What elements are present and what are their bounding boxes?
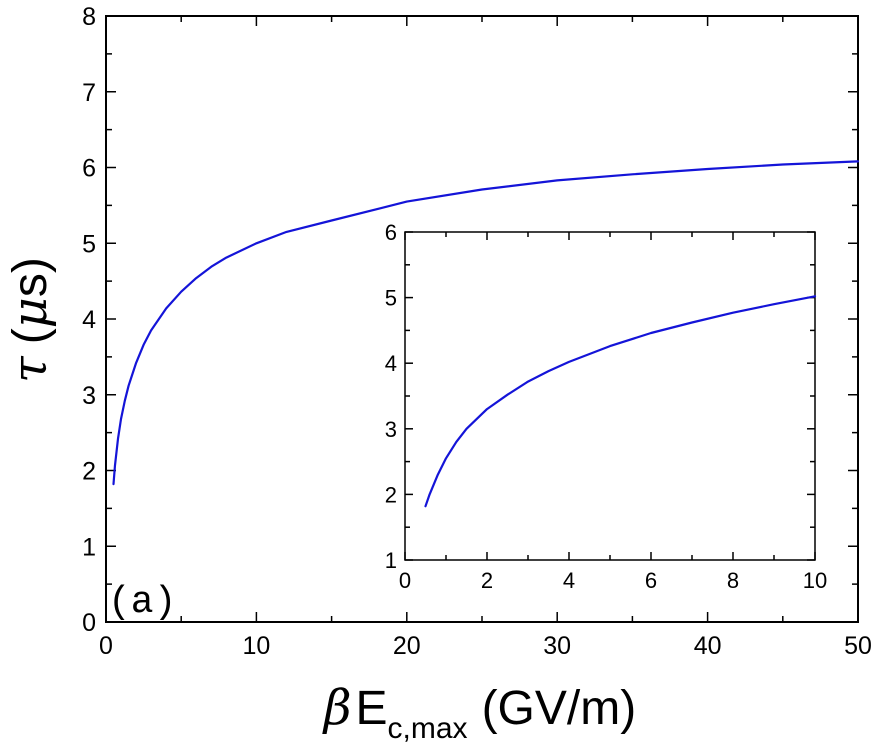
main-series-line <box>112 160 860 486</box>
inset-y-tick-label: 5 <box>385 286 397 311</box>
inset-x-tick-label: 10 <box>803 568 827 593</box>
x-axis-title-symbol: β <box>322 680 352 736</box>
inset-series-line <box>424 295 817 508</box>
panel-label: (a) <box>108 581 176 624</box>
inset-y-tick-label: 3 <box>385 417 397 442</box>
main-y-tick-label: 2 <box>82 458 96 486</box>
main-y-tick-label: 5 <box>82 230 96 258</box>
main-y-tick-label: 4 <box>82 306 96 334</box>
main-y-tick-label: 1 <box>82 533 96 561</box>
inset-x-tick-label: 6 <box>645 568 657 593</box>
inset-x-tick-label: 0 <box>399 568 411 593</box>
main-x-tick-label: 0 <box>99 632 113 660</box>
x-axis-title-subscript: c,max <box>388 712 468 745</box>
inset-x-tick-label: 8 <box>727 568 739 593</box>
main-x-tick-label: 20 <box>393 632 421 660</box>
main-y-tick-label: 3 <box>82 382 96 410</box>
main-x-tick-label: 10 <box>242 632 270 660</box>
main-y-tick-label: 8 <box>82 3 96 31</box>
x-axis-title-unit: (GV/m) <box>482 682 637 735</box>
y-axis-title-open: ( <box>4 328 57 344</box>
inset-y-tick-label: 4 <box>385 351 397 376</box>
main-x-tick-label: 50 <box>844 632 872 660</box>
main-x-tick-label: 30 <box>543 632 571 660</box>
y-axis-title-symbol: τ <box>2 355 58 383</box>
y-axis-title: τ (μs) <box>2 257 58 383</box>
x-axis-title: βEc,max (GV/m) <box>322 680 636 745</box>
y-axis-title-unit: s) <box>4 257 57 297</box>
main-y-tick-label: 0 <box>82 609 96 637</box>
x-axis-title-main: E <box>356 682 388 735</box>
inset-y-tick-label: 1 <box>385 548 397 573</box>
main-y-tick-label: 7 <box>82 79 96 107</box>
main-y-tick-label: 6 <box>82 155 96 183</box>
y-axis-title-mu: μ <box>2 297 58 328</box>
inset-x-tick-label: 2 <box>481 568 493 593</box>
inset-x-tick-label: 4 <box>563 568 575 593</box>
inset-y-tick-label: 6 <box>385 220 397 245</box>
inset-frame <box>404 231 816 561</box>
inset-y-tick-label: 2 <box>385 482 397 507</box>
main-x-tick-label: 40 <box>694 632 722 660</box>
